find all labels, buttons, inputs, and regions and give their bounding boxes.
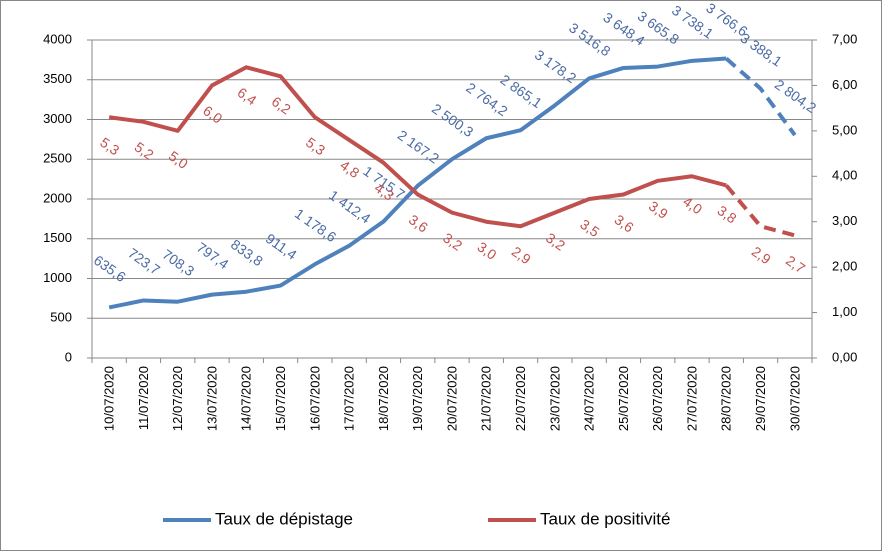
y2-tick-label: 5,00 <box>832 122 857 137</box>
y-tick-label: 500 <box>50 310 72 325</box>
x-tick-label: 16/07/2020 <box>307 366 322 431</box>
y2-tick-label: 7,00 <box>832 31 857 46</box>
x-tick-label: 21/07/2020 <box>479 366 494 431</box>
y-tick-label: 1500 <box>43 230 72 245</box>
x-tick-label: 23/07/2020 <box>547 366 562 431</box>
y-tick-label: 2000 <box>43 190 72 205</box>
legend-label: Taux de positivité <box>540 509 670 528</box>
x-tick-label: 26/07/2020 <box>650 366 665 431</box>
y2-tick-label: 3,00 <box>832 213 857 228</box>
x-tick-label: 24/07/2020 <box>582 366 597 431</box>
series-line-dashed <box>724 57 797 137</box>
y2-tick-label: 6,00 <box>832 77 857 92</box>
y-tick-label: 0 <box>65 349 72 364</box>
series-line <box>108 56 727 310</box>
x-tick-label: 18/07/2020 <box>376 366 391 431</box>
y2-tick-label: 0,00 <box>832 349 857 364</box>
series-line <box>108 65 727 229</box>
y-tick-label: 3500 <box>43 71 72 86</box>
x-tick-label: 17/07/2020 <box>342 366 357 431</box>
y-tick-label: 2500 <box>43 151 72 166</box>
x-tick-label: 15/07/2020 <box>273 366 288 431</box>
x-tick-label: 14/07/2020 <box>239 366 254 431</box>
x-tick-label: 10/07/2020 <box>102 366 117 431</box>
y2-tick-label: 1,00 <box>832 304 857 319</box>
y-tick-label: 1000 <box>43 270 72 285</box>
legend-label: Taux de dépistage <box>215 509 353 528</box>
x-tick-label: 20/07/2020 <box>444 366 459 431</box>
x-tick-label: 13/07/2020 <box>204 366 219 431</box>
x-tick-label: 11/07/2020 <box>136 366 151 430</box>
x-tick-label: 12/07/2020 <box>170 366 185 431</box>
x-tick-label: 30/07/2020 <box>787 366 802 431</box>
series-line-dashed <box>724 184 796 238</box>
y2-tick-label: 4,00 <box>832 168 857 183</box>
x-tick-label: 29/07/2020 <box>753 366 768 431</box>
y2-tick-label: 2,00 <box>832 259 857 274</box>
x-tick-label: 25/07/2020 <box>616 366 631 431</box>
y-tick-label: 3000 <box>43 111 72 126</box>
x-tick-label: 28/07/2020 <box>719 366 734 431</box>
x-tick-label: 27/07/2020 <box>684 366 699 431</box>
x-tick-label: 22/07/2020 <box>513 366 528 431</box>
x-tick-label: 19/07/2020 <box>410 366 425 431</box>
y-tick-label: 4000 <box>43 31 72 46</box>
